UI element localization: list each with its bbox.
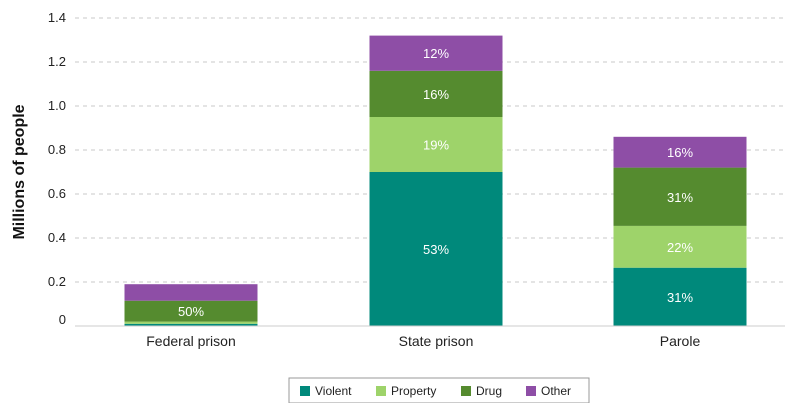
bar-segment	[124, 321, 258, 324]
x-category-label: State prison	[399, 333, 474, 349]
data-label: 22%	[667, 240, 693, 255]
data-label: 31%	[667, 290, 693, 305]
legend-swatch	[461, 386, 471, 396]
y-tick-label: 0.6	[48, 186, 66, 201]
x-category-label: Parole	[660, 333, 701, 349]
data-label: 12%	[423, 46, 449, 61]
bar-segment	[369, 117, 503, 172]
x-axis-category-labels: Federal prison State prison Parole	[146, 333, 700, 349]
bar-segment	[613, 167, 747, 226]
bar-segment	[369, 35, 503, 71]
bar-stack: 53% 19% 16% 12%	[369, 35, 503, 326]
y-tick-label: 0.2	[48, 274, 66, 289]
bar-stack: 31% 22% 31% 16%	[613, 136, 747, 326]
legend: Violent Property Drug Other	[288, 377, 590, 403]
legend-swatch	[526, 386, 536, 396]
legend-label: Violent	[315, 384, 352, 398]
bar-segment	[124, 284, 258, 301]
data-label: 19%	[423, 138, 449, 153]
y-tick-label: 1.0	[48, 98, 66, 113]
legend-box	[288, 377, 590, 403]
bar-stack: 50%	[124, 284, 258, 326]
bar-segment	[613, 225, 747, 268]
legend-swatch	[300, 386, 310, 396]
data-label: 50%	[178, 304, 204, 319]
y-tick-label: 0.4	[48, 230, 66, 245]
legend-item: Property	[376, 384, 436, 398]
legend-item: Other	[526, 384, 571, 398]
legend-item: Violent	[300, 384, 352, 398]
bar-segment	[124, 323, 258, 326]
legend-item: Drug	[461, 384, 502, 398]
legend-swatch	[376, 386, 386, 396]
x-category-label: Federal prison	[146, 333, 236, 349]
data-label: 31%	[667, 190, 693, 205]
data-label: 16%	[667, 145, 693, 160]
bar-segment	[124, 300, 258, 322]
bar-segment	[613, 136, 747, 168]
legend-label: Property	[391, 384, 436, 398]
data-label: 16%	[423, 87, 449, 102]
y-tick-label: 0.8	[48, 142, 66, 157]
data-label: 53%	[423, 242, 449, 257]
bar-segment	[613, 267, 747, 326]
y-tick-label: 1.4	[48, 10, 66, 25]
y-axis-ticks: 0 0.2 0.4 0.6 0.8 1.0 1.2 1.4	[48, 10, 66, 327]
legend-label: Drug	[476, 384, 502, 398]
y-tick-label: 1.2	[48, 54, 66, 69]
y-axis-label: Millions of people	[11, 104, 28, 239]
bar-segment	[369, 172, 503, 326]
legend-label: Other	[541, 384, 571, 398]
bars: 50% 53% 19% 16% 12% 31% 22% 31% 16%	[124, 35, 747, 326]
y-tick-label: 0	[59, 312, 66, 327]
bar-segment	[369, 70, 503, 117]
